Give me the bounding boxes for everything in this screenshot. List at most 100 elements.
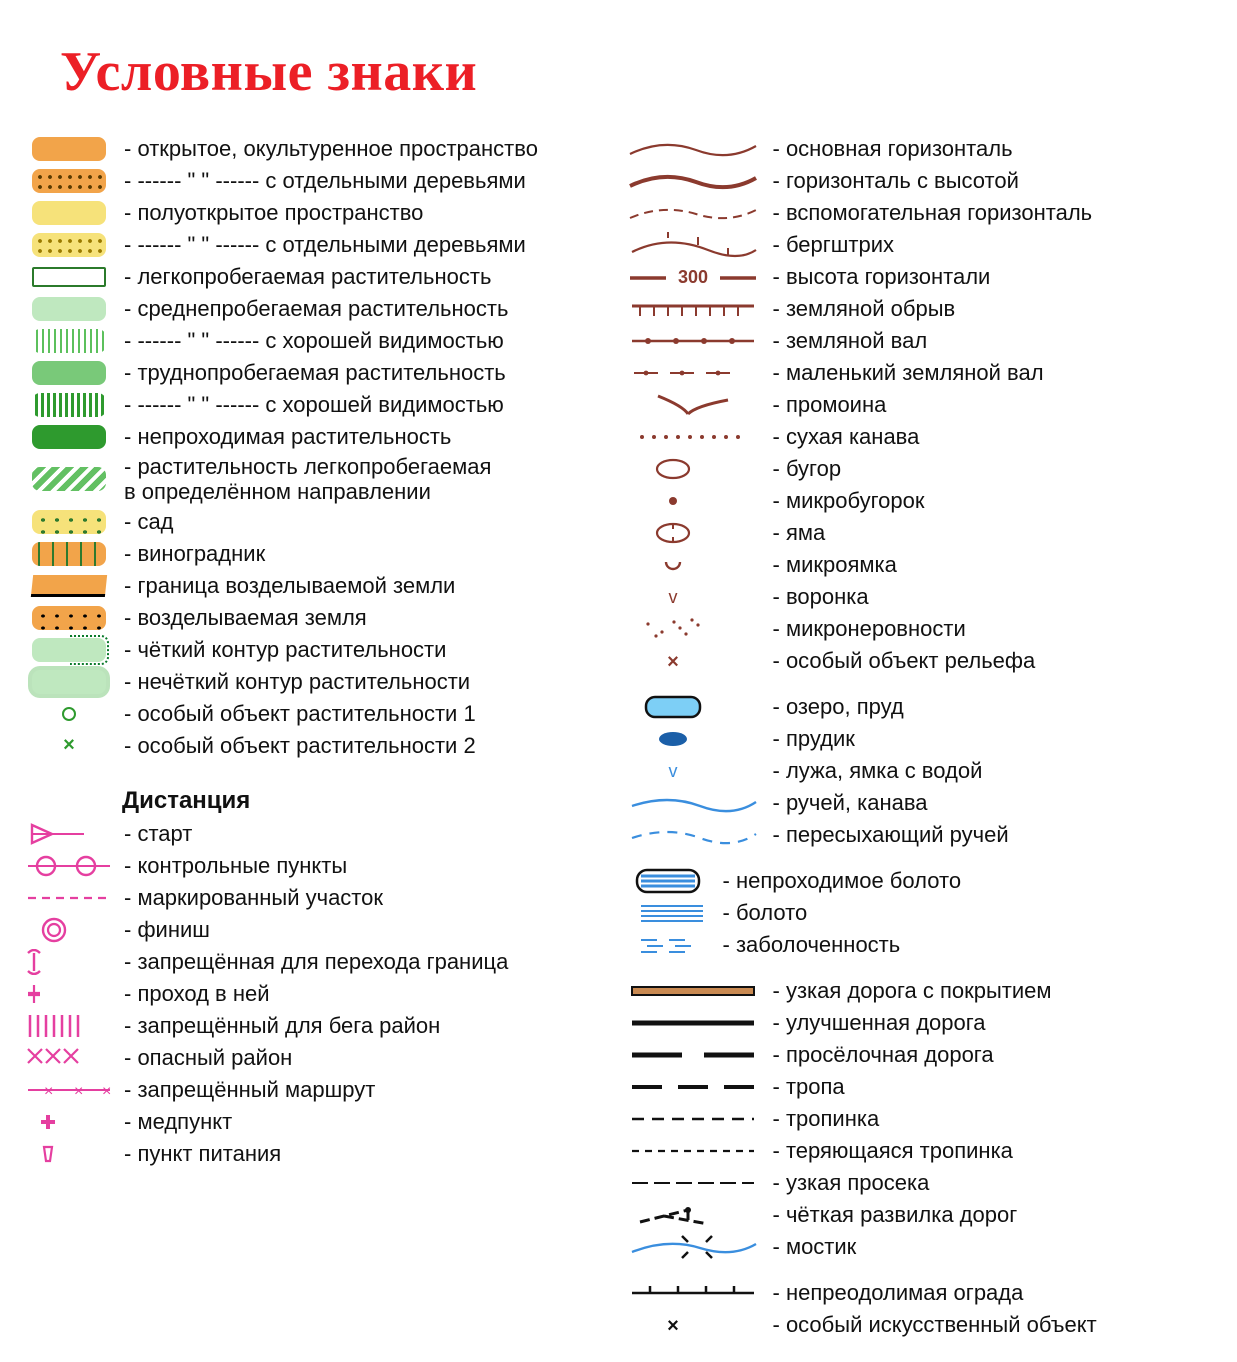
- relief-item-16-symbol: [623, 648, 763, 674]
- relief-item-2-symbol: [623, 200, 763, 226]
- land-item-3-symbol: [24, 232, 114, 258]
- land-item-6-symbol: [24, 328, 114, 354]
- distance-item-7-symbol: [24, 1045, 114, 1071]
- relief-item-15-symbol: [623, 616, 763, 642]
- distance-item-4: - запрещённая для перехода граница: [24, 947, 615, 977]
- land-item-3: - ------ " " ------ с отдельными деревья…: [24, 230, 615, 260]
- relief-item-15: - микронеровности: [623, 614, 1214, 644]
- distance-item-0: - старт: [24, 819, 615, 849]
- relief-item-1-symbol: [623, 168, 763, 194]
- relief-item-9-label: - сухая канава: [773, 424, 920, 449]
- road-item-4-label: - тропинка: [773, 1106, 880, 1131]
- road-item-6: - узкая просека: [623, 1168, 1214, 1198]
- road-item-2-symbol: [623, 1042, 763, 1068]
- road-item-1: - улучшенная дорога: [623, 1008, 1214, 1038]
- distance-item-6-label: - запрещённый для бега район: [124, 1013, 440, 1038]
- relief-item-16-label: - особый объект рельефа: [773, 648, 1036, 673]
- road-item-3-label: - тропа: [773, 1074, 845, 1099]
- road-item-5-symbol: [623, 1138, 763, 1164]
- manmade-item-0: - непреодолимая ограда: [623, 1278, 1214, 1308]
- land-item-5-symbol: [24, 296, 114, 322]
- distance-item-2-label: - маркированный участок: [124, 885, 383, 910]
- distance-item-3-symbol: [24, 917, 114, 943]
- land-item-9: - непроходимая растительность: [24, 422, 615, 452]
- land-item-10: - растительность легкопробегаемаяв опред…: [24, 454, 615, 505]
- page-title: Условные знаки: [60, 40, 1213, 104]
- road-item-8-label: - мостик: [773, 1234, 857, 1259]
- marsh-item-2: - заболоченность: [623, 930, 1214, 960]
- distance-item-4-label: - запрещённая для перехода граница: [124, 949, 508, 974]
- land-item-6-label: - ------ " " ------ с хорошей видимостью: [124, 328, 504, 353]
- road-item-4-symbol: [623, 1106, 763, 1132]
- relief-item-7-symbol: [623, 360, 763, 386]
- distance-item-10-label: - пункт питания: [124, 1141, 281, 1166]
- relief-item-14: - воронка: [623, 582, 1214, 612]
- relief-item-7: - маленький земляной вал: [623, 358, 1214, 388]
- manmade-item-1-symbol: [623, 1312, 763, 1338]
- land-item-6: - ------ " " ------ с хорошей видимостью: [24, 326, 615, 356]
- land-item-17: - особый объект растительности 1: [24, 699, 615, 729]
- distance-item-3: - финиш: [24, 915, 615, 945]
- relief-item-15-label: - микронеровности: [773, 616, 966, 641]
- relief-item-7-label: - маленький земляной вал: [773, 360, 1044, 385]
- distance-item-7: - опасный район: [24, 1043, 615, 1073]
- land-item-4-symbol: [24, 264, 114, 290]
- marsh-item-1-symbol: [623, 900, 713, 926]
- distance-item-9-symbol: [24, 1109, 114, 1135]
- road-item-8-symbol: [623, 1234, 763, 1260]
- distance-item-6: - запрещённый для бега район: [24, 1011, 615, 1041]
- relief-item-3: - бергштрих: [623, 230, 1214, 260]
- distance-item-1-symbol: [24, 853, 114, 879]
- relief-item-1: - горизонталь с высотой: [623, 166, 1214, 196]
- relief-item-4-symbol: [623, 264, 763, 290]
- distance-item-1: - контрольные пункты: [24, 851, 615, 881]
- marsh-item-0: - непроходимое болото: [623, 866, 1214, 896]
- relief-item-12: - яма: [623, 518, 1214, 548]
- water-item-2-label: - лужа, ямка с водой: [773, 758, 983, 783]
- relief-item-10-label: - бугор: [773, 456, 842, 481]
- relief-item-6: - земляной вал: [623, 326, 1214, 356]
- land-item-2-label: - полуоткрытое пространство: [124, 200, 423, 225]
- water-item-3: - ручей, канава: [623, 788, 1214, 818]
- land-item-16-label: - нечёткий контур растительности: [124, 669, 470, 694]
- road-item-6-symbol: [623, 1170, 763, 1196]
- relief-item-0: - основная горизонталь: [623, 134, 1214, 164]
- relief-item-11-label: - микробугорок: [773, 488, 925, 513]
- land-item-17-symbol: [24, 701, 114, 727]
- water-item-0-symbol: [623, 694, 763, 720]
- road-item-6-label: - узкая просека: [773, 1170, 930, 1195]
- relief-item-10-symbol: [623, 456, 763, 482]
- land-item-0: - открытое, окультуренное пространство: [24, 134, 615, 164]
- distance-item-1-label: - контрольные пункты: [124, 853, 347, 878]
- relief-item-5: - земляной обрыв: [623, 294, 1214, 324]
- land-item-18-label: - особый объект растительности 2: [124, 733, 476, 758]
- manmade-item-1-label: - особый искусственный объект: [773, 1312, 1097, 1337]
- land-item-12-symbol: [24, 541, 114, 567]
- distance-item-5-label: - проход в ней: [124, 981, 270, 1006]
- relief-item-2: - вспомогательная горизонталь: [623, 198, 1214, 228]
- marsh-item-1: - болото: [623, 898, 1214, 928]
- marsh-item-0-symbol: [623, 868, 713, 894]
- water-item-0: - озеро, пруд: [623, 692, 1214, 722]
- water-item-1-label: - прудик: [773, 726, 855, 751]
- distance-heading: Дистанция: [122, 787, 615, 815]
- land-item-4: - легкопробегаемая растительность: [24, 262, 615, 292]
- distance-item-6-symbol: [24, 1013, 114, 1039]
- land-item-13-symbol: [24, 573, 114, 599]
- distance-item-8-symbol: [24, 1077, 114, 1103]
- land-item-7-label: - труднопробегаемая растительность: [124, 360, 506, 385]
- water-item-3-symbol: [623, 790, 763, 816]
- water-item-2-symbol: [623, 758, 763, 784]
- relief-item-5-label: - земляной обрыв: [773, 296, 956, 321]
- relief-item-13-symbol: [623, 552, 763, 578]
- relief-item-9: - сухая канава: [623, 422, 1214, 452]
- land-item-8-label: - ------ " " ------ с хорошей видимостью: [124, 392, 504, 417]
- land-item-1-symbol: [24, 168, 114, 194]
- land-item-14-label: - возделываемая земля: [124, 605, 367, 630]
- manmade-item-0-symbol: [623, 1280, 763, 1306]
- road-item-2-label: - просёлочная дорога: [773, 1042, 994, 1067]
- water-item-4: - пересыхающий ручей: [623, 820, 1214, 850]
- distance-item-7-label: - опасный район: [124, 1045, 292, 1070]
- land-item-4-label: - легкопробегаемая растительность: [124, 264, 491, 289]
- relief-item-4: - высота горизонтали: [623, 262, 1214, 292]
